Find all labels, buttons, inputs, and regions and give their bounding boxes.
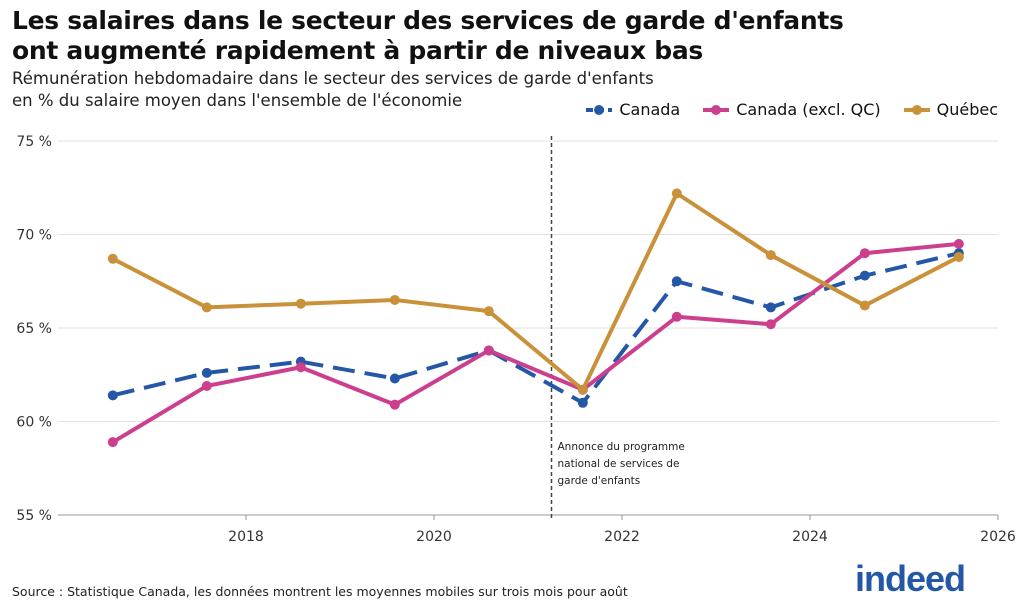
legend-swatch-icon: [703, 104, 730, 115]
data-point: [859, 270, 870, 281]
data-point: [107, 390, 118, 401]
x-tick-label: 2020: [416, 529, 452, 545]
x-tick-label: 2018: [228, 529, 264, 545]
data-point: [483, 306, 494, 317]
legend-label: Canada: [619, 100, 681, 119]
data-point: [295, 298, 306, 309]
legend-swatch-icon: [903, 104, 930, 115]
data-point: [953, 251, 964, 262]
annotation-text: national de services de: [558, 458, 680, 470]
x-tick-label: 2022: [604, 529, 640, 545]
x-tick-label: 2024: [792, 529, 828, 545]
series-line: [111, 191, 960, 392]
data-point: [577, 384, 588, 395]
data-point: [953, 238, 964, 249]
annotation-text: Annonce du programme: [558, 441, 685, 453]
legend-label: Québec: [936, 100, 998, 119]
data-point: [389, 373, 400, 384]
data-point: [295, 362, 306, 373]
y-tick-label: 65 %: [16, 321, 52, 337]
data-point: [389, 399, 400, 410]
chart-title: Les salaires dans le secteur des service…: [12, 6, 844, 65]
data-point: [765, 319, 776, 330]
y-tick-label: 55 %: [16, 508, 52, 524]
data-point: [859, 248, 870, 259]
series-line: [112, 251, 960, 405]
data-point: [765, 302, 776, 313]
data-point: [671, 276, 682, 287]
data-point: [201, 367, 212, 378]
data-point: [577, 397, 588, 408]
data-point: [389, 294, 400, 305]
data-point: [201, 380, 212, 391]
data-point: [107, 253, 118, 264]
data-point: [859, 300, 870, 311]
y-tick-label: 70 %: [16, 228, 52, 244]
legend-label: Canada (excl. QC): [736, 100, 881, 119]
y-tick-label: 60 %: [16, 415, 52, 431]
data-point: [671, 188, 682, 199]
legend-item: Canada (excl. QC): [702, 100, 881, 119]
legend-item: Québec: [903, 100, 998, 119]
data-point: [483, 345, 494, 356]
legend-swatch-icon: [586, 104, 613, 115]
annotation-text: garde d'enfants: [558, 475, 641, 487]
y-tick-label: 75 %: [16, 134, 52, 150]
data-point: [671, 311, 682, 322]
data-point: [107, 437, 118, 448]
chart-subtitle: Rémunération hebdomadaire dans le secteu…: [12, 69, 654, 110]
legend-item: Canada: [585, 100, 680, 119]
source-note: Source : Statistique Canada, les données…: [12, 584, 628, 599]
x-tick-label: 2026: [980, 529, 1016, 545]
data-point: [765, 250, 776, 261]
indeed-logo: indeed: [855, 558, 966, 599]
data-point: [201, 302, 212, 313]
legend: Canada Canada (excl. QC) Québec: [585, 100, 998, 119]
series-line: [111, 241, 960, 444]
